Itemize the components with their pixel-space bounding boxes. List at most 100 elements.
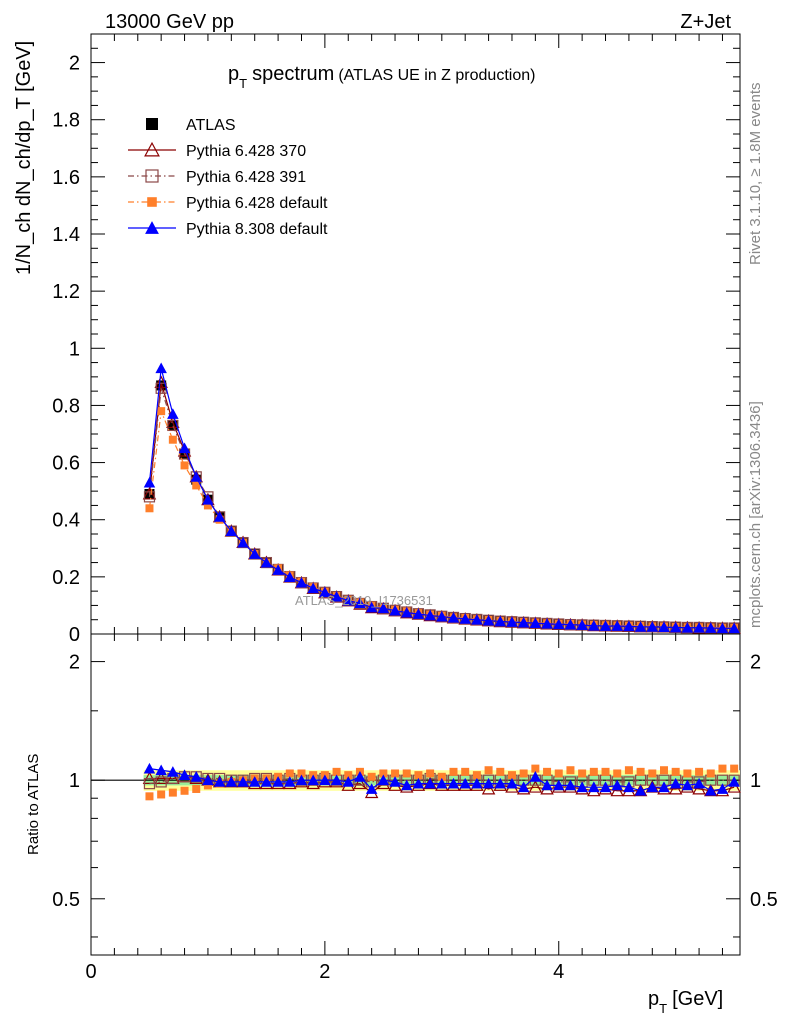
main-series-line	[148, 388, 735, 629]
ratio-point	[543, 767, 552, 776]
ratio-point	[367, 772, 376, 781]
main-y-tick-label: 0.6	[52, 453, 80, 475]
ratio-y-tick-label-left: 2	[69, 652, 80, 674]
main-point	[541, 617, 553, 629]
ratio-panel: 0.5 0.5 1 1 2 2 0 2 4 Ratio to ATLAS pT [GeV]	[25, 633, 778, 1016]
ratio-point	[157, 790, 166, 799]
main-point	[225, 525, 238, 537]
ratio-point	[646, 781, 659, 793]
ratio-y-tick-label-right: 1	[750, 770, 761, 792]
ratio-point	[494, 777, 507, 789]
main-series-line	[148, 382, 735, 629]
ratio-point	[192, 784, 201, 793]
ratio-point	[611, 779, 623, 791]
ratio-point	[695, 767, 704, 776]
ratio-point	[481, 781, 496, 795]
ratio-point	[610, 783, 624, 797]
ratio-point	[706, 769, 715, 778]
main-point	[342, 594, 355, 606]
main-y-tick-label: 1.4	[52, 224, 80, 246]
ratio-point	[155, 776, 167, 788]
legend-label: Pythia 6.428 370	[186, 143, 306, 160]
ratio-point	[459, 777, 471, 789]
ratio-point	[541, 779, 553, 791]
main-point	[167, 419, 179, 432]
ratio-point	[449, 767, 458, 776]
main-series-line	[148, 368, 735, 629]
main-point	[588, 619, 600, 631]
ratio-point	[728, 776, 740, 787]
ratio-point	[589, 767, 598, 776]
main-point	[669, 621, 682, 633]
legend-marker	[146, 118, 158, 130]
main-point	[237, 536, 249, 548]
ratio-point	[693, 777, 705, 789]
main-y-tick-label: 1.2	[52, 281, 80, 303]
ratio-point	[482, 777, 495, 789]
ratio-point	[426, 769, 435, 778]
legend-marker	[145, 221, 159, 234]
main-point	[295, 576, 308, 588]
x-axis-label-sub: T	[659, 1001, 667, 1016]
main-point	[389, 604, 401, 616]
ratio-point	[436, 777, 448, 789]
main-y-tick-label: 0.4	[52, 510, 80, 532]
process-label: Z+Jet	[680, 11, 731, 33]
main-point	[157, 407, 166, 416]
ratio-point	[624, 766, 633, 775]
chart-title-note: (ATLAS UE in Z production)	[338, 67, 535, 84]
analysis-watermark: ATLAS_2019_I1736531	[295, 593, 433, 608]
ratio-point	[566, 766, 575, 775]
legend-label: Pythia 8.308 default	[186, 221, 328, 238]
ratio-series-group	[142, 762, 741, 801]
main-point	[248, 548, 261, 559]
ratio-point	[424, 777, 436, 789]
main-point	[576, 619, 588, 631]
ratio-point	[168, 788, 177, 797]
ratio-point	[578, 769, 587, 778]
main-point	[424, 609, 436, 621]
legend-label: Pythia 6.428 default	[186, 195, 328, 212]
ratio-point	[506, 777, 518, 789]
ratio-point	[484, 766, 493, 775]
ratio-point	[705, 785, 717, 796]
main-point	[180, 461, 189, 470]
main-point	[658, 621, 670, 633]
main-point	[705, 622, 717, 633]
main-point	[611, 620, 623, 631]
ratio-point	[414, 771, 423, 780]
main-point	[319, 586, 331, 598]
ratio-point	[718, 764, 727, 773]
main-point	[716, 622, 729, 634]
ratio-y-tick-label-left: 1	[69, 770, 80, 792]
x-tick-label: 4	[553, 961, 564, 983]
legend-marker	[145, 169, 159, 183]
ratio-point	[564, 779, 577, 791]
main-series-0	[144, 380, 740, 633]
ratio-y-tick-label-right: 0.5	[750, 889, 778, 911]
ratio-point	[623, 781, 635, 793]
ratio-point	[342, 776, 355, 787]
ratio-point	[284, 776, 296, 787]
chart-title-main: p	[228, 63, 239, 85]
ratio-point	[659, 766, 668, 775]
main-point	[192, 481, 201, 490]
ratio-point	[379, 769, 388, 778]
main-point	[412, 608, 425, 619]
ratio-point	[531, 764, 540, 773]
ratio-point	[519, 769, 528, 778]
ratio-point	[576, 781, 588, 793]
ratio-point	[683, 769, 692, 778]
ratio-point	[180, 786, 189, 795]
ratio-point	[285, 769, 294, 778]
main-point	[623, 620, 635, 632]
ratio-point	[402, 769, 411, 778]
chart-title: pT spectrum (ATLAS UE in Z production)	[228, 63, 535, 91]
ratio-point	[634, 785, 647, 796]
ratio-series-3	[143, 762, 740, 796]
legend-label: Pythia 6.428 391	[186, 169, 306, 186]
x-axis-label-unit: [GeV]	[672, 988, 723, 1010]
x-axis-label: pT [GeV]	[648, 988, 723, 1016]
ratio-point	[669, 777, 682, 789]
main-point	[529, 617, 542, 629]
